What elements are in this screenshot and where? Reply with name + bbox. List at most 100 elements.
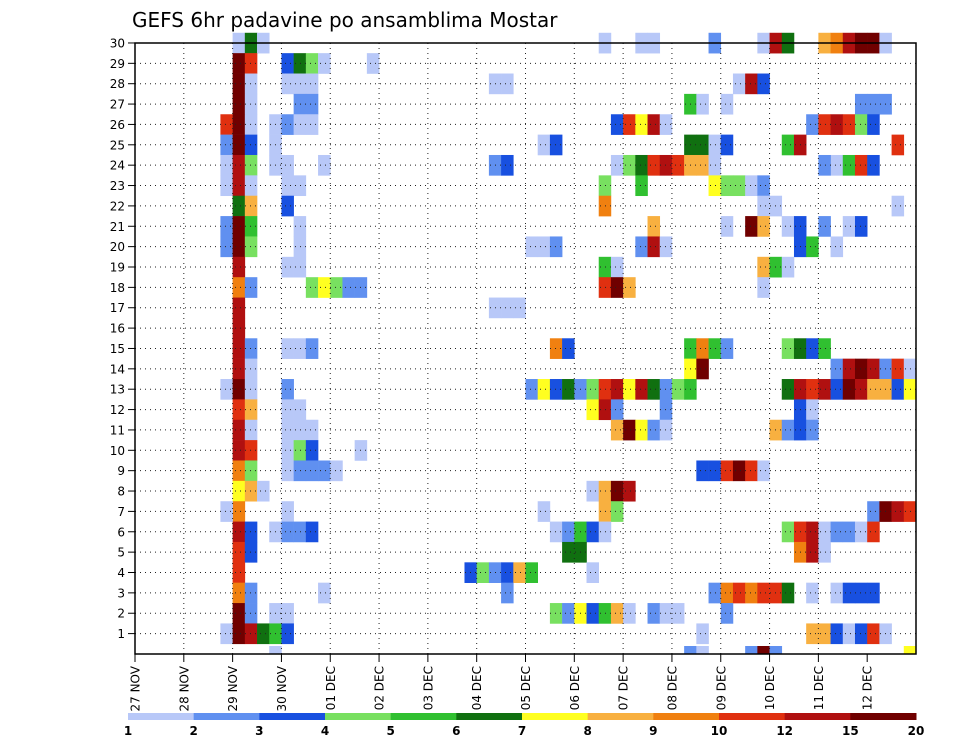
- heatmap-cell: [696, 338, 709, 359]
- colorbar-tick-label: 10: [711, 724, 728, 738]
- heatmap-cell: [366, 53, 380, 74]
- colorbar-tick-label: 8: [583, 724, 591, 738]
- heatmap-cell: [842, 521, 856, 543]
- heatmap-cell: [305, 277, 319, 298]
- heatmap-cell: [293, 521, 307, 543]
- heatmap-cell: [818, 541, 831, 563]
- heatmap-cell: [549, 379, 563, 400]
- heatmap-cell: [281, 73, 294, 95]
- heatmap-cell: [232, 297, 246, 319]
- heatmap-cell: [232, 603, 246, 624]
- heatmap-cell: [305, 419, 319, 441]
- heatmap-cell: [525, 379, 538, 400]
- heatmap-cell: [891, 379, 905, 400]
- x-tick-label: 28 NOV: [177, 665, 191, 711]
- heatmap-cell: [854, 114, 868, 135]
- y-tick-label: 4: [117, 566, 125, 580]
- x-tick-label: 10 DEC: [763, 666, 777, 710]
- heatmap-cell: [232, 277, 246, 298]
- heatmap-cell: [745, 582, 758, 604]
- heatmap-cell: [696, 646, 709, 655]
- heatmap-cell: [708, 338, 722, 359]
- heatmap-cell: [696, 134, 709, 156]
- heatmap-cell: [281, 419, 294, 441]
- x-tick-label: 29 NOV: [226, 665, 240, 711]
- heatmap-cell: [610, 603, 624, 624]
- heatmap-cell: [232, 338, 246, 359]
- heatmap-cell: [830, 379, 844, 400]
- heatmap-cell: [647, 419, 661, 441]
- heatmap-cell: [818, 623, 831, 645]
- heatmap-cell: [586, 603, 600, 624]
- heatmap-cell: [220, 501, 233, 522]
- heatmap-cell: [281, 154, 294, 176]
- heatmap-cell: [757, 175, 770, 197]
- heatmap-cell: [867, 623, 880, 645]
- heatmap-cell: [305, 440, 319, 461]
- heatmap-cell: [318, 53, 331, 74]
- heatmap-cell: [696, 460, 709, 482]
- heatmap-cell: [610, 399, 624, 421]
- y-tick-label: 17: [110, 301, 125, 315]
- heatmap-cell: [610, 419, 624, 441]
- heatmap-cell: [220, 236, 233, 258]
- heatmap-cell: [513, 297, 526, 319]
- heatmap-cell: [232, 114, 246, 135]
- heatmap-cell: [293, 440, 307, 461]
- heatmap-cell: [867, 521, 880, 543]
- heatmap-cell: [610, 277, 624, 298]
- heatmap-cell: [232, 175, 246, 197]
- heatmap-cell: [244, 73, 258, 95]
- heatmap-cell: [244, 582, 258, 604]
- heatmap-cell: [891, 358, 905, 380]
- heatmap-cell: [708, 134, 722, 156]
- heatmap-cell: [635, 379, 648, 400]
- heatmap-cell: [501, 582, 514, 604]
- heatmap-cell: [757, 195, 770, 217]
- heatmap-cell: [305, 73, 319, 95]
- heatmap-cell: [842, 379, 856, 400]
- heatmap-cell: [598, 480, 612, 502]
- heatmap-cell: [318, 460, 331, 482]
- x-tick-label: 11 DEC: [812, 666, 826, 710]
- heatmap-cell: [708, 582, 722, 604]
- heatmap-cell: [281, 460, 294, 482]
- y-tick-label: 13: [110, 383, 125, 397]
- heatmap-cell: [635, 114, 648, 135]
- heatmap-cell: [220, 134, 233, 156]
- heatmap-cell: [757, 216, 770, 237]
- heatmap-cell: [720, 460, 734, 482]
- heatmap-cell: [244, 521, 258, 543]
- heatmap-cell: [537, 379, 551, 400]
- heatmap-cell: [244, 216, 258, 237]
- heatmap-cell: [720, 93, 734, 115]
- heatmap-cell: [818, 338, 831, 359]
- heatmap-cell: [647, 216, 661, 237]
- heatmap-cell: [305, 460, 319, 482]
- heatmap-cell: [232, 623, 246, 645]
- heatmap-cell: [854, 521, 868, 543]
- y-tick-label: 2: [117, 607, 125, 621]
- heatmap-cell: [854, 358, 868, 380]
- heatmap-cell: [232, 582, 246, 604]
- heatmap-cell: [647, 114, 661, 135]
- y-tick-label: 3: [117, 586, 125, 600]
- heatmap-cell: [757, 582, 770, 604]
- y-tick-label: 25: [110, 138, 125, 152]
- heatmap-cell: [745, 646, 758, 655]
- heatmap-cell: [610, 480, 624, 502]
- heatmap-cells: [220, 32, 917, 655]
- heatmap-cell: [806, 623, 819, 645]
- heatmap-cell: [244, 236, 258, 258]
- x-tick-label: 02 DEC: [373, 666, 387, 710]
- colorbar-tick-label: 3: [255, 724, 263, 738]
- heatmap-cell: [501, 154, 514, 176]
- heatmap-cell: [806, 399, 819, 421]
- heatmap-cell: [867, 358, 880, 380]
- heatmap-cell: [244, 541, 258, 563]
- y-tick-label: 29: [110, 57, 125, 71]
- heatmap-cell: [281, 114, 294, 135]
- heatmap-cell: [745, 216, 758, 237]
- colorbar-tick-label: 15: [842, 724, 859, 738]
- heatmap-cell: [806, 114, 819, 135]
